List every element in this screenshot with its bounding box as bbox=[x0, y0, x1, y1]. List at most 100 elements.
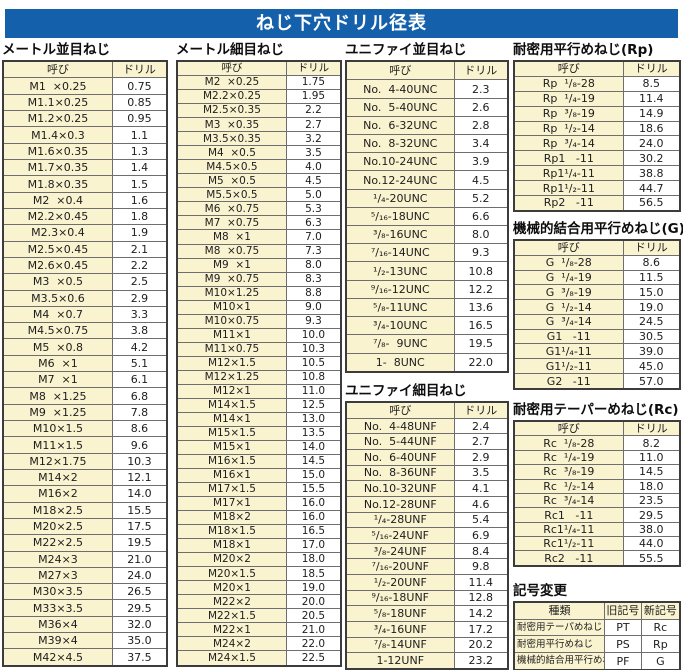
table-row: M24×2 22.0 bbox=[176, 636, 342, 652]
table-row: ⁵/₈-18UNF 14.2 bbox=[345, 605, 509, 622]
table-cell: 19.5 bbox=[111, 534, 168, 552]
table-row: G ³/₈-19 15.0 bbox=[513, 284, 681, 301]
table-cell: 13.5 bbox=[285, 425, 342, 441]
table-cell: 8.4 bbox=[453, 542, 509, 560]
table-cell: 2.9 bbox=[453, 449, 509, 466]
table-row: G1¹/₂-11 45.0 bbox=[513, 358, 681, 375]
table-row: M8 ×1 7.0 bbox=[176, 229, 342, 245]
table-row: M8 ×0.75 7.3 bbox=[176, 243, 342, 259]
table-cell: Rc1¹/₄-11 bbox=[513, 521, 624, 538]
table-cell: 57.0 bbox=[622, 372, 681, 390]
table-cell: No. 4-48UNF bbox=[345, 417, 455, 435]
table-cell: M2.5×0.35 bbox=[176, 103, 287, 119]
table-row: No. 8-32UNC 3.4 bbox=[345, 134, 509, 154]
table-cell: M42×4.5 bbox=[2, 648, 113, 667]
table-cell: 2.3 bbox=[453, 79, 509, 99]
table-row: M9 ×1 8.0 bbox=[176, 257, 342, 273]
metric-fine-table: 呼び ドリル M2 ×0.25 1.75 M2.2×0.25 1.95 M2.5×0.35 2… bbox=[176, 60, 342, 667]
table-cell: 14.0 bbox=[285, 439, 342, 455]
table-row: Rc2 -11 55.5 bbox=[513, 550, 681, 567]
table-row: ³/₈-16UNC 8.0 bbox=[345, 225, 509, 245]
table-cell: No. 5-40UNC bbox=[345, 97, 455, 117]
table-row: M11×1 10.0 bbox=[176, 327, 342, 343]
table-row: Rc ¹/₄-19 11.0 bbox=[513, 449, 681, 466]
table-row: M1 ×0.25 0.75 bbox=[2, 77, 168, 95]
table-row: M18×1.5 16.5 bbox=[176, 524, 342, 540]
table-cell: 8.3 bbox=[285, 271, 342, 287]
table-cell: Rc1 -11 bbox=[513, 507, 624, 523]
table-cell: M22×1.5 bbox=[176, 608, 287, 624]
table-cell: 17.2 bbox=[453, 620, 509, 638]
table-cell: M10×1 bbox=[176, 299, 287, 315]
table-cell: 2.1 bbox=[111, 240, 168, 258]
table-cell: M18×1.5 bbox=[176, 524, 287, 540]
table-cell: M9 ×0.75 bbox=[176, 271, 287, 287]
table-cell: 9.0 bbox=[285, 299, 342, 315]
table-row: M22×2 20.0 bbox=[176, 594, 342, 610]
table-cell: 2.6 bbox=[453, 97, 509, 117]
table-cell: ¹/₂-20UNF bbox=[345, 574, 455, 591]
table-cell: No.12-24UNC bbox=[345, 170, 455, 190]
table-cell: 1-12UNF bbox=[345, 652, 455, 670]
table-cell: 15.0 bbox=[622, 284, 681, 301]
table-row: ⁹/₁₆-12UNC 12.2 bbox=[345, 279, 509, 299]
table-cell: G ³/₄-14 bbox=[513, 313, 624, 330]
table-row: No. 6-40UNF 2.9 bbox=[345, 449, 509, 466]
table-cell: 4.2 bbox=[111, 338, 168, 356]
table-row: ¹/₄-28UNF 5.4 bbox=[345, 511, 509, 529]
rp-title: 耐密用平行めねじ(Rp) bbox=[513, 42, 654, 58]
table-row: Rp ¹/₈-28 8.5 bbox=[513, 75, 681, 92]
table-row: M14×2 12.1 bbox=[2, 468, 168, 487]
table-cell: G bbox=[640, 652, 681, 670]
table-cell: M16×1.5 bbox=[176, 453, 287, 470]
table-row: G1 -11 30.5 bbox=[513, 328, 681, 345]
table-row: M20×1.5 18.5 bbox=[176, 566, 342, 582]
column-header-cell: ドリル bbox=[453, 60, 509, 81]
column-header-cell: 新記号 bbox=[640, 601, 681, 620]
table-cell: ⁷/₈- 9UNC bbox=[345, 334, 455, 354]
table-row: ⁷/₈- 9UNC 19.5 bbox=[345, 334, 509, 354]
table-cell: M24×2 bbox=[176, 636, 287, 652]
column-header-cell: 呼び bbox=[345, 401, 455, 419]
metric-coarse-title: メートル並目ねじ bbox=[2, 42, 110, 58]
table-row: M10×1.25 8.8 bbox=[176, 285, 342, 301]
table-cell: 4.6 bbox=[453, 495, 509, 513]
table-cell: Rc ¹/₂-14 bbox=[513, 478, 624, 494]
table-row: Rc ¹/₂-14 18.0 bbox=[513, 478, 681, 494]
table-cell: 37.5 bbox=[111, 648, 168, 667]
table-cell: ⁵/₁₆-18UNC bbox=[345, 206, 455, 227]
table-cell: No. 5-44UNF bbox=[345, 433, 455, 451]
table-cell: 11.4 bbox=[453, 574, 509, 591]
table-cell: ⁵/₈-11UNC bbox=[345, 297, 455, 318]
table-cell: No.10-24UNC bbox=[345, 152, 455, 172]
table-cell: ⁷/₁₆-14UNC bbox=[345, 243, 455, 263]
metric-fine-title: メートル細目ねじ bbox=[176, 42, 284, 58]
table-row: ³/₄-10UNC 16.5 bbox=[345, 316, 509, 336]
table-cell: 12.1 bbox=[111, 468, 168, 487]
table-cell: 3.3 bbox=[111, 305, 168, 324]
table-cell: 24.0 bbox=[622, 135, 681, 152]
table-cell: 耐密用平行めねじ bbox=[513, 635, 606, 654]
unified-fine-table: 呼び ドリル No. 4-48UNF 2.4 No. 5-44UNF 2.7 No. 6-4… bbox=[345, 401, 509, 670]
table-cell: Rc ³/₈-19 bbox=[513, 464, 624, 480]
table-cell: Rc bbox=[640, 618, 681, 637]
table-cell: 17.5 bbox=[111, 517, 168, 536]
column-header-cell: 呼び bbox=[513, 60, 624, 78]
table-cell: 6.9 bbox=[453, 527, 509, 544]
table-cell: 2.9 bbox=[111, 289, 168, 307]
table-cell: M2.6×0.45 bbox=[2, 256, 113, 275]
header-row: 種類 旧記号 新記号 bbox=[513, 601, 681, 620]
table-cell: M1.8×0.35 bbox=[2, 175, 113, 193]
column-header-cell: ドリル bbox=[111, 60, 168, 79]
table-row: M3 ×0.35 2.7 bbox=[176, 117, 342, 133]
table-cell: M17×1.5 bbox=[176, 482, 287, 498]
table-cell: 3.5 bbox=[285, 145, 342, 161]
metric-coarse-table: 呼び ドリル M1 ×0.25 0.75 M1.1×0.25 0.85 M1.2×0.25 0… bbox=[2, 60, 168, 667]
table-row: ¹/₂-13UNC 10.8 bbox=[345, 261, 509, 281]
table-cell: 19.0 bbox=[622, 299, 681, 315]
table-cell: 1.75 bbox=[285, 75, 342, 91]
table-row: Rc1¹/₂-11 44.0 bbox=[513, 536, 681, 552]
table-cell: M30×3.5 bbox=[2, 583, 113, 601]
table-cell: 18.6 bbox=[622, 120, 681, 137]
table-row: 機械的結合用平行めねじPFG bbox=[513, 652, 681, 670]
